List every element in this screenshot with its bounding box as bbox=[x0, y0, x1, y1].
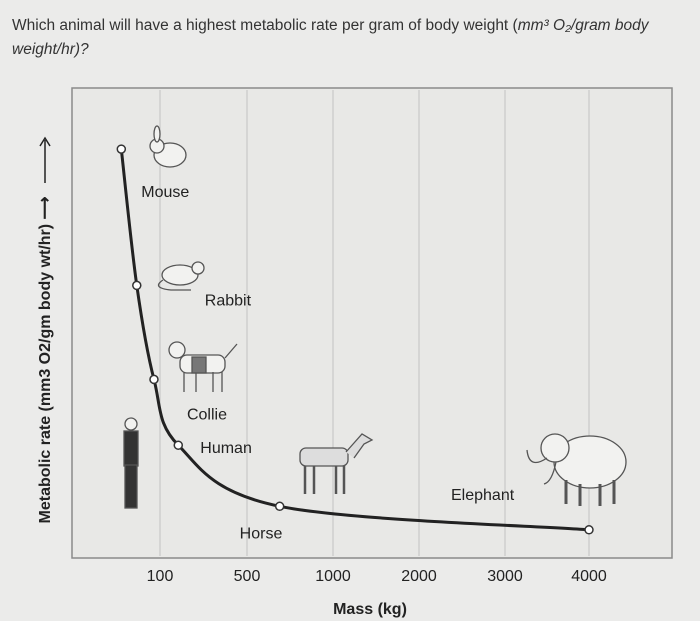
arrow-head bbox=[39, 136, 51, 147]
x-tick-label: 4000 bbox=[571, 568, 607, 585]
point-label-rabbit: Rabbit bbox=[205, 292, 252, 309]
point-label-mouse: Mouse bbox=[141, 184, 189, 201]
question-text: Which animal will have a highest metabol… bbox=[12, 14, 692, 62]
collie-dog-icon bbox=[168, 341, 238, 392]
point-label-horse: Horse bbox=[240, 525, 283, 542]
point-label-human: Human bbox=[200, 440, 252, 457]
x-tick-label: 100 bbox=[147, 568, 174, 585]
data-point-horse bbox=[274, 501, 285, 512]
data-point-mouse bbox=[116, 144, 127, 154]
question-unit: mm³ O₂/gram body weight/hr)? bbox=[12, 17, 649, 58]
point-label-collie: Collie bbox=[187, 406, 227, 423]
x-tick-label: 2000 bbox=[401, 568, 437, 585]
y-axis-title: Metabolic rate (mm3 O2/gm body wt/hr) ⟶ bbox=[37, 196, 54, 523]
elephant-icon bbox=[526, 433, 627, 506]
data-point-elephant bbox=[584, 525, 594, 535]
x-axis-title: Mass (kg) bbox=[333, 601, 407, 618]
data-point-human bbox=[173, 440, 184, 450]
data-point-rabbit bbox=[132, 280, 142, 291]
data-point-collie bbox=[149, 374, 159, 385]
rabbit-icon bbox=[149, 125, 187, 168]
horse-icon bbox=[299, 433, 374, 494]
human-icon bbox=[123, 417, 139, 509]
mouse-icon bbox=[157, 261, 205, 291]
x-tick-label: 3000 bbox=[487, 568, 523, 585]
question-main: Which animal will have a highest metabol… bbox=[12, 17, 518, 34]
point-label-elephant: Elephant bbox=[451, 487, 515, 504]
x-tick-label: 1000 bbox=[315, 568, 351, 585]
x-tick-label: 500 bbox=[234, 568, 261, 585]
